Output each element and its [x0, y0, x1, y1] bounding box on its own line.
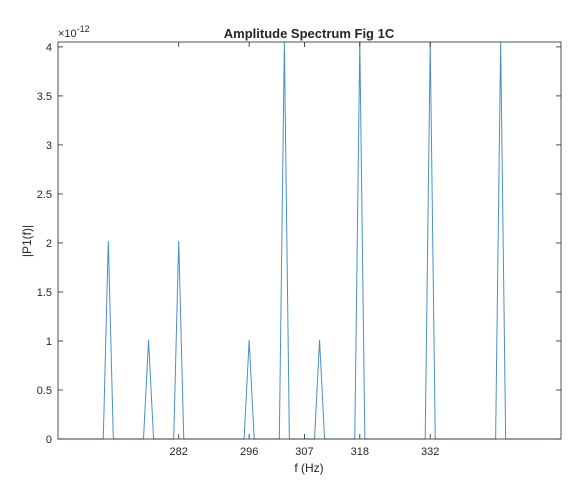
x-tick-label-318: 318 — [351, 446, 369, 458]
y-tick-label-6: 3 — [46, 140, 52, 152]
x-tick-label-307: 307 — [295, 446, 313, 458]
y-axis-label: |P1(f)| — [20, 225, 34, 257]
x-tick-label-332: 332 — [421, 446, 439, 458]
x-axis-label: f (Hz) — [294, 461, 323, 475]
y-tick-label-3: 1.5 — [37, 287, 52, 299]
x-tick-label-282: 282 — [170, 446, 188, 458]
y-tick-label-0: 0 — [46, 434, 52, 446]
x-tick-label-296: 296 — [240, 446, 258, 458]
y-tick-label-8: 4 — [46, 42, 52, 54]
plot-area: 282 296 307 318 332 0 0.5 1 1.5 2 2.5 3 3.5 4 — [37, 41, 562, 458]
y-exponent-power: -12 — [77, 24, 90, 34]
y-exponent-base: ×10 — [58, 28, 77, 40]
y-tick-label-1: 0.5 — [37, 385, 52, 397]
axes-box — [57, 41, 562, 440]
y-tick-label-4: 2 — [46, 238, 52, 250]
y-tick-label-5: 2.5 — [37, 189, 52, 201]
y-exponent-label: ×10-12 — [58, 24, 90, 40]
y-tick-label-7: 3.5 — [37, 91, 52, 103]
y-tick-label-2: 1 — [46, 336, 52, 348]
chart-title: Amplitude Spectrum Fig 1C — [224, 26, 395, 41]
